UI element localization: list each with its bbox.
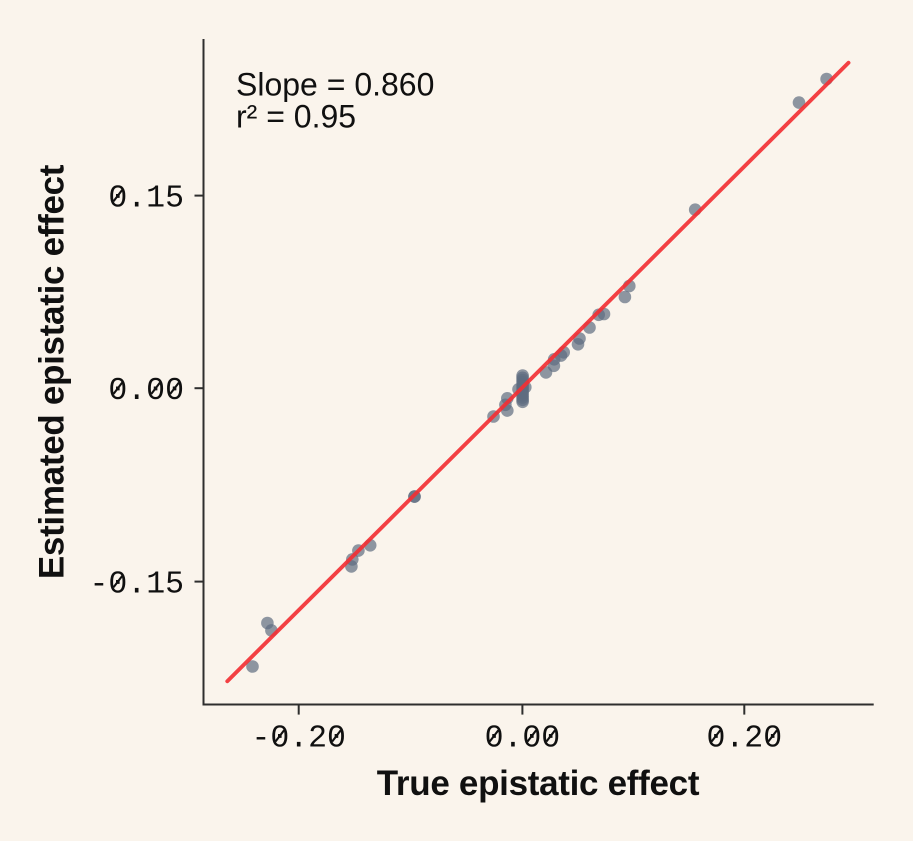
svg-text:0.15: 0.15 <box>108 182 184 217</box>
svg-text:-0.15: -0.15 <box>89 568 184 603</box>
svg-text:Slope = 0.860: Slope = 0.860 <box>236 66 434 102</box>
svg-text:Estimated epistatic effect: Estimated epistatic effect <box>32 164 71 579</box>
svg-text:r² = 0.95: r² = 0.95 <box>236 98 356 134</box>
svg-text:True epistatic effect: True epistatic effect <box>377 764 700 803</box>
svg-text:-0.20: -0.20 <box>251 722 346 757</box>
